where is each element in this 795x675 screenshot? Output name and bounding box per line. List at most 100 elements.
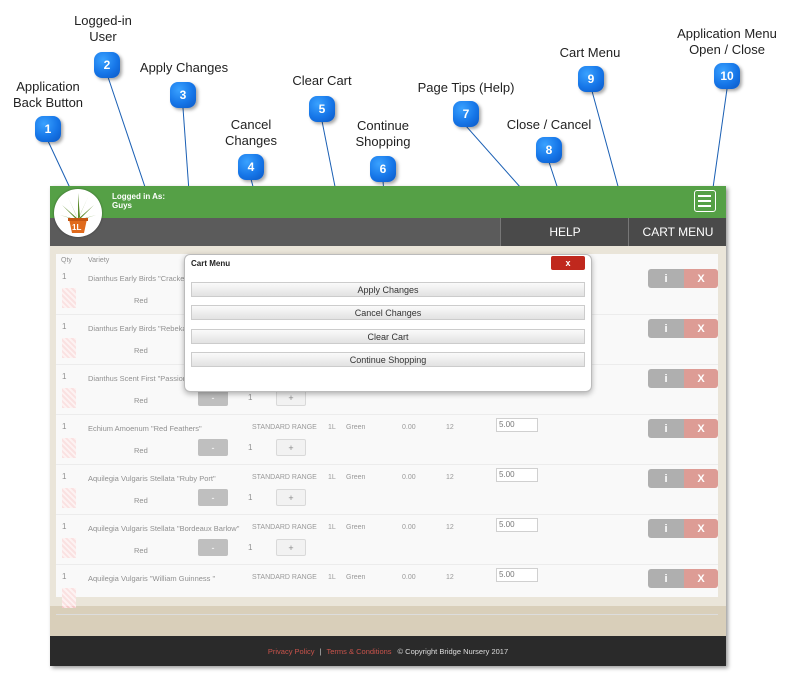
- copyright-text: © Copyright Bridge Nursery 2017: [397, 646, 509, 656]
- row-size: 1L: [328, 474, 336, 481]
- table-row: 1 Dianthus Scent First "Passion Red - 1 + i X: [56, 366, 718, 415]
- info-button[interactable]: i: [648, 469, 684, 488]
- row-qty: 1: [62, 422, 67, 431]
- callout-badge-5: 5: [309, 96, 335, 122]
- row-price: 0.00: [402, 574, 416, 581]
- qty-decrement-button[interactable]: -: [198, 539, 228, 556]
- qty-increment-button[interactable]: +: [276, 389, 306, 406]
- cart-menu-button[interactable]: CART MENU: [628, 218, 726, 246]
- remove-item-button[interactable]: X: [684, 569, 718, 588]
- row-size: 1L: [328, 574, 336, 581]
- row-variety: Aquilegia Vulgaris Stellata "Ruby Port": [88, 474, 216, 483]
- callout-badge-4: 4: [238, 154, 264, 180]
- privacy-policy-link[interactable]: Privacy Policy: [267, 646, 315, 656]
- remove-item-button[interactable]: X: [684, 419, 718, 438]
- row-stock: 12: [446, 424, 454, 431]
- row-flower-color: Red: [134, 296, 148, 305]
- callout-badge-8: 8: [536, 137, 562, 163]
- callout-label-8: Close / Cancel: [506, 117, 592, 132]
- row-stock: 12: [446, 574, 454, 581]
- row-color: Green: [346, 474, 366, 481]
- column-header-variety: Variety: [88, 257, 110, 264]
- plant-thumbnail: [62, 488, 76, 508]
- remove-item-button[interactable]: X: [684, 519, 718, 538]
- app-menu-toggle-button[interactable]: [694, 190, 716, 212]
- callout-label-10: Application Menu Open / Close: [677, 26, 777, 57]
- qty-decrement-button[interactable]: -: [198, 439, 228, 456]
- plant-icon: [60, 193, 96, 233]
- qty-decrement-button[interactable]: -: [198, 489, 228, 506]
- callout-badge-1: 1: [35, 116, 61, 142]
- callout-label-7: Page Tips (Help): [417, 80, 515, 95]
- table-row: 1 Echium Amoenum "Red Feathers" STANDARD R…: [56, 416, 718, 465]
- help-button[interactable]: HELP: [500, 218, 629, 246]
- remove-item-button[interactable]: X: [684, 319, 718, 338]
- row-flower-color: Red: [134, 446, 148, 455]
- callout-label-5: Clear Cart: [292, 73, 352, 88]
- qty-increment-button[interactable]: +: [276, 489, 306, 506]
- hamburger-icon: [698, 195, 711, 197]
- qty-value: 1: [248, 443, 253, 452]
- row-range: STANDARD RANGE: [252, 424, 317, 431]
- callout-label-6: Continue Shopping: [355, 118, 411, 149]
- app-window: 1L Logged in As: Guys HELP CART MENU Qty…: [50, 186, 726, 666]
- logged-in-user: Logged in As: Guys: [112, 192, 165, 210]
- row-size: 1L: [328, 524, 336, 531]
- plant-thumbnail: [62, 338, 76, 358]
- column-header-qty: Qty: [61, 257, 72, 264]
- row-qty: 1: [62, 572, 67, 581]
- info-button[interactable]: i: [648, 519, 684, 538]
- logo-badge: 1L: [72, 223, 82, 232]
- callout-label-1: Application Back Button: [12, 79, 84, 110]
- terms-link[interactable]: Terms & Conditions: [326, 646, 392, 656]
- modal-title: Cart Menu: [191, 259, 231, 268]
- row-stock: 12: [446, 474, 454, 481]
- apply-changes-button[interactable]: Apply Changes: [191, 282, 585, 297]
- row-qty: 1: [62, 522, 67, 531]
- callout-badge-9: 9: [578, 66, 604, 92]
- remove-item-button[interactable]: X: [684, 269, 718, 288]
- info-button[interactable]: i: [648, 369, 684, 388]
- table-row: 1 Aquilegia Vulgaris Stellata "Bordeaux B…: [56, 516, 718, 565]
- row-variety: Aquilegia Vulgaris "William Guinness ": [88, 574, 216, 583]
- plant-thumbnail: [62, 438, 76, 458]
- row-range: STANDARD RANGE: [252, 524, 317, 531]
- table-row: 1 Aquilegia Vulgaris "William Guinness " S…: [56, 566, 718, 615]
- info-button[interactable]: i: [648, 419, 684, 438]
- row-color: Green: [346, 424, 366, 431]
- info-button[interactable]: i: [648, 269, 684, 288]
- row-variety: Echium Amoenum "Red Feathers": [88, 424, 202, 433]
- row-flower-color: Red: [134, 346, 148, 355]
- back-button-logo[interactable]: 1L: [54, 189, 102, 237]
- row-price: 0.00: [402, 524, 416, 531]
- qty-decrement-button[interactable]: -: [198, 389, 228, 406]
- callout-badge-2: 2: [94, 52, 120, 78]
- row-stock: 12: [446, 524, 454, 531]
- qty-increment-button[interactable]: +: [276, 439, 306, 456]
- cart-menu-modal: Cart Menu x Apply Changes Cancel Changes…: [184, 254, 592, 392]
- clear-cart-button[interactable]: Clear Cart: [191, 329, 585, 344]
- callout-badge-10: 10: [714, 63, 740, 89]
- qty-increment-button[interactable]: +: [276, 539, 306, 556]
- remove-item-button[interactable]: X: [684, 369, 718, 388]
- row-value-input[interactable]: 5.00: [496, 468, 538, 482]
- info-button[interactable]: i: [648, 319, 684, 338]
- row-value-input[interactable]: 5.00: [496, 418, 538, 432]
- info-button[interactable]: i: [648, 569, 684, 588]
- row-value-input[interactable]: 5.00: [496, 568, 538, 582]
- row-size: 1L: [328, 424, 336, 431]
- modal-close-button[interactable]: x: [551, 256, 585, 270]
- row-value-input[interactable]: 5.00: [496, 518, 538, 532]
- callout-label-2: Logged-in User: [74, 13, 132, 44]
- qty-value: 1: [248, 543, 253, 552]
- row-qty: 1: [62, 272, 67, 281]
- remove-item-button[interactable]: X: [684, 469, 718, 488]
- row-range: STANDARD RANGE: [252, 574, 317, 581]
- callout-label-3: Apply Changes: [139, 60, 229, 75]
- continue-shopping-button[interactable]: Continue Shopping: [191, 352, 585, 367]
- cancel-changes-button[interactable]: Cancel Changes: [191, 305, 585, 320]
- row-flower-color: Red: [134, 496, 148, 505]
- top-green-bar: [50, 186, 726, 218]
- row-range: STANDARD RANGE: [252, 474, 317, 481]
- qty-value: 1: [248, 393, 253, 402]
